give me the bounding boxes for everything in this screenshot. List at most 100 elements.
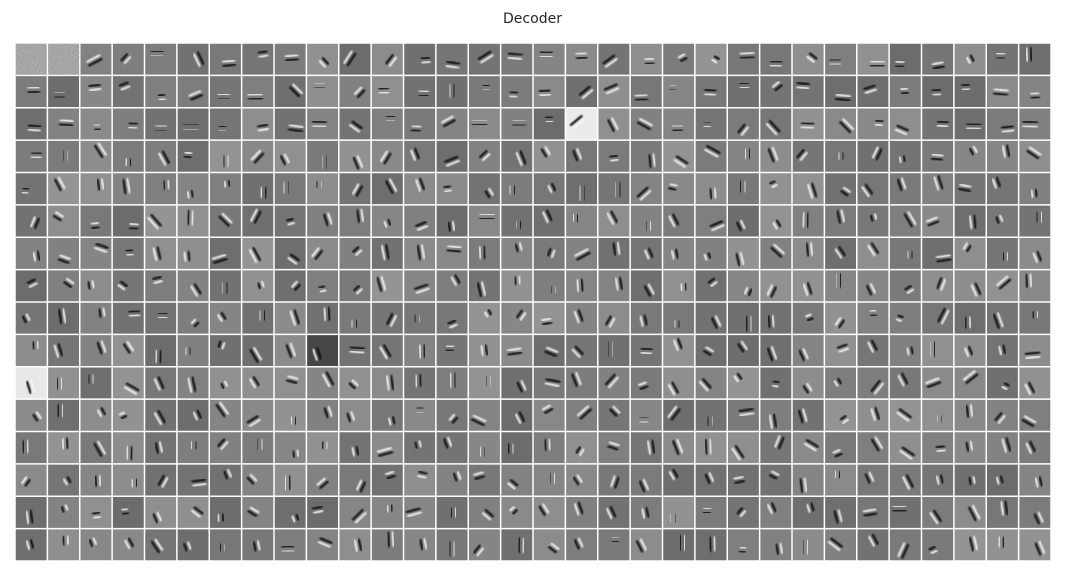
filter-patch bbox=[1019, 432, 1051, 464]
filter-patch bbox=[112, 238, 144, 269]
filter-patch bbox=[1019, 43, 1051, 75]
filter-patch bbox=[663, 432, 695, 464]
filter-patch bbox=[663, 43, 695, 75]
filter-patch bbox=[889, 140, 921, 172]
filter-patch bbox=[501, 76, 533, 108]
filter-patch bbox=[922, 43, 954, 75]
filter-patch bbox=[80, 399, 112, 431]
filter-patch bbox=[145, 270, 177, 302]
filter-patch bbox=[533, 43, 565, 75]
filter-patch bbox=[760, 432, 792, 464]
filter-patch bbox=[469, 76, 500, 108]
filter-patch bbox=[825, 432, 857, 464]
filter-patch bbox=[987, 302, 1018, 334]
filter-patch bbox=[242, 76, 274, 108]
filter-patch bbox=[404, 270, 436, 302]
filter-patch bbox=[987, 76, 1018, 108]
filter-patch bbox=[598, 140, 630, 172]
filter-patch bbox=[112, 464, 144, 496]
filter-patch bbox=[15, 108, 47, 140]
filter-patch bbox=[728, 432, 759, 464]
filter-patch bbox=[145, 238, 177, 269]
filter-patch bbox=[566, 238, 598, 269]
filter-patch bbox=[695, 367, 727, 399]
filter-patch bbox=[48, 173, 80, 205]
filter-patch bbox=[274, 238, 306, 269]
filter-patch bbox=[566, 367, 598, 399]
filter-patch bbox=[274, 302, 306, 334]
filter-patch bbox=[48, 238, 80, 269]
filter-patch bbox=[80, 108, 112, 140]
filter-patch bbox=[1019, 302, 1051, 334]
filter-patch bbox=[566, 43, 598, 75]
filter-patch bbox=[825, 335, 857, 367]
filter-patch bbox=[80, 76, 112, 108]
filter-patch bbox=[177, 432, 209, 464]
filter-patch bbox=[954, 302, 986, 334]
filter-patch bbox=[598, 108, 630, 140]
filter-patch bbox=[825, 140, 857, 172]
filter-patch bbox=[954, 497, 986, 528]
filter-patch bbox=[371, 270, 403, 302]
filter-patch bbox=[695, 497, 727, 528]
filter-patch bbox=[80, 367, 112, 399]
filter-patch bbox=[728, 108, 759, 140]
filter-patch bbox=[857, 43, 889, 75]
filter-patch bbox=[889, 205, 921, 237]
filter-patch bbox=[954, 108, 986, 140]
filter-patch bbox=[242, 205, 274, 237]
filter-patch bbox=[80, 140, 112, 172]
filter-patch bbox=[792, 173, 824, 205]
filter-patch bbox=[922, 529, 954, 561]
filter-patch bbox=[663, 270, 695, 302]
filter-patch bbox=[436, 529, 468, 561]
filter-patch bbox=[436, 270, 468, 302]
filter-patch bbox=[922, 302, 954, 334]
filter-patch bbox=[404, 464, 436, 496]
filter-patch bbox=[112, 76, 144, 108]
filter-patch bbox=[857, 529, 889, 561]
filter-patch bbox=[307, 238, 339, 269]
filter-patch bbox=[436, 43, 468, 75]
filter-patch bbox=[566, 497, 598, 528]
filter-patch bbox=[760, 173, 792, 205]
filter-patch bbox=[954, 238, 986, 269]
filter-patch bbox=[663, 399, 695, 431]
filter-patch bbox=[339, 399, 371, 431]
filter-patch bbox=[566, 270, 598, 302]
filter-patch bbox=[663, 302, 695, 334]
filter-patch bbox=[15, 497, 47, 528]
filter-patch bbox=[501, 205, 533, 237]
filter-patch bbox=[112, 335, 144, 367]
filter-patch bbox=[922, 497, 954, 528]
filter-patch bbox=[501, 108, 533, 140]
filter-patch bbox=[274, 464, 306, 496]
filter-patch bbox=[145, 173, 177, 205]
filter-patch bbox=[695, 335, 727, 367]
filter-patch bbox=[145, 497, 177, 528]
filter-patch bbox=[501, 367, 533, 399]
filter-patch bbox=[533, 302, 565, 334]
filter-patch bbox=[436, 399, 468, 431]
filter-patch bbox=[857, 140, 889, 172]
filter-patch bbox=[760, 76, 792, 108]
filter-patch bbox=[469, 432, 500, 464]
filter-patch bbox=[177, 367, 209, 399]
filter-patch bbox=[339, 367, 371, 399]
filter-patch bbox=[210, 140, 241, 172]
filter-patch bbox=[954, 529, 986, 561]
filter-patch bbox=[695, 302, 727, 334]
filter-patch bbox=[792, 270, 824, 302]
filter-patch bbox=[274, 76, 306, 108]
filter-patch bbox=[48, 367, 80, 399]
filter-patch bbox=[533, 238, 565, 269]
filter-patch bbox=[436, 432, 468, 464]
filter-patch bbox=[145, 302, 177, 334]
filter-patch bbox=[307, 335, 339, 367]
filter-patch bbox=[210, 399, 241, 431]
filter-patch bbox=[210, 529, 241, 561]
filter-patch bbox=[1019, 399, 1051, 431]
filter-patch bbox=[922, 335, 954, 367]
filter-patch bbox=[307, 205, 339, 237]
filter-patch bbox=[728, 140, 759, 172]
